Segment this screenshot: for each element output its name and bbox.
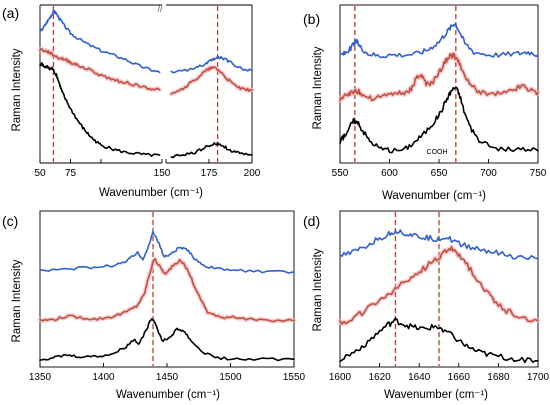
panel-a: (a) Raman Intensity Wavenumber (cm⁻¹) //… [2, 4, 261, 199]
panel-b-xtick-label: 650 [431, 168, 448, 179]
panel-d-label: (d) [303, 213, 320, 229]
panel-c-xtick-label: 1550 [283, 372, 306, 383]
panel-c-xlabel: Wavenumber (cm⁻¹) [116, 389, 220, 401]
panel-a-left-xtick-label: 50 [34, 168, 46, 179]
panel-d-xlabel: Wavenumber (cm⁻¹) [384, 389, 488, 401]
panel-c-frame [39, 210, 295, 368]
axis-break-marker: // [157, 4, 163, 14]
panel-b-series-line [339, 52, 539, 102]
panel-b-series-halo [337, 51, 541, 104]
panel-d-xtick-label: 1660 [448, 372, 471, 383]
panel-b-ylabel: Raman Intensity [312, 46, 324, 129]
panel-d-xtick-label: 1600 [329, 372, 352, 383]
panel-b-xlabel: Wavenumber (cm⁻¹) [382, 190, 486, 202]
panel-a-left-plot: 50 75 150 [34, 4, 171, 179]
panel-d-xtick-label: 1700 [527, 372, 550, 383]
panel-d-plot: 1600 1620 1640 1660 1680 1700 [329, 210, 550, 383]
panel-d-ylabel: Raman Intensity [312, 248, 324, 331]
panel-a-xlabel: Wavenumber (cm⁻¹) [99, 187, 203, 199]
panel-a-right-xtick-label: 175 [201, 168, 218, 179]
panel-c-label: (c) [2, 213, 18, 229]
panel-d-xtick-label: 1640 [408, 372, 431, 383]
panel-a-right-xtick-label: 200 [244, 168, 261, 179]
panel-a-label: (a) [2, 5, 19, 21]
panel-a-right-plot: 175 200 [165, 4, 261, 179]
panel-c-series-halo [37, 256, 297, 324]
panel-c-series-line [39, 318, 295, 362]
panel-b-plot: 550 600 650 700 750 COOH [332, 4, 547, 179]
panel-d-series-line [339, 246, 539, 325]
panel-b-series-line [339, 86, 539, 154]
panel-d-frame [339, 210, 539, 368]
panel-c-plot: 1350 1400 1450 1500 1550 [29, 210, 306, 383]
panel-a-left-xtick-label: 150 [154, 168, 171, 179]
panel-a-left-series-line [39, 62, 161, 157]
panel-d-xtick-label: 1680 [487, 372, 510, 383]
panel-c-xtick-label: 1400 [92, 372, 115, 383]
panel-b-annotation-cooh: COOH [427, 149, 448, 156]
panel-d-series-line [339, 317, 539, 364]
panel-c-ylabel: Raman Intensity [11, 259, 23, 342]
panel-c-series-line [39, 258, 295, 323]
panel-a-left-series-halo [37, 46, 162, 93]
panel-b-xtick-label: 700 [480, 168, 497, 179]
panel-c-xtick-label: 1350 [29, 372, 52, 383]
panel-d-series-line [339, 229, 539, 261]
panel-b-series-line [339, 23, 539, 59]
panel-c-series-line [39, 230, 295, 274]
panel-b-xtick-label: 600 [381, 168, 398, 179]
panel-b: (b) Raman Intensity Wavenumber (cm⁻¹) 55… [303, 4, 547, 202]
panel-c-xtick-label: 1500 [219, 372, 242, 383]
panel-b-xtick-label: 550 [332, 168, 349, 179]
panel-c: (c) Raman Intensity Wavenumber (cm⁻¹) 13… [2, 210, 306, 401]
panel-a-left-series-line [39, 48, 161, 91]
panel-a-right-series-line [170, 66, 253, 95]
panel-a-left-series-line [39, 9, 161, 74]
panel-d-xtick-label: 1620 [368, 372, 391, 383]
panel-a-left-xtick-label: 75 [65, 168, 77, 179]
panel-a-ylabel: Raman Intensity [11, 48, 23, 131]
panel-b-xtick-label: 750 [530, 168, 547, 179]
panel-b-label: (b) [303, 11, 320, 27]
panel-a-right-series-line [170, 141, 253, 159]
panel-c-xtick-label: 1450 [156, 372, 179, 383]
panel-a-right-series-line [170, 55, 253, 74]
panel-d: (d) Raman Intensity Wavenumber (cm⁻¹) 16… [303, 210, 550, 401]
